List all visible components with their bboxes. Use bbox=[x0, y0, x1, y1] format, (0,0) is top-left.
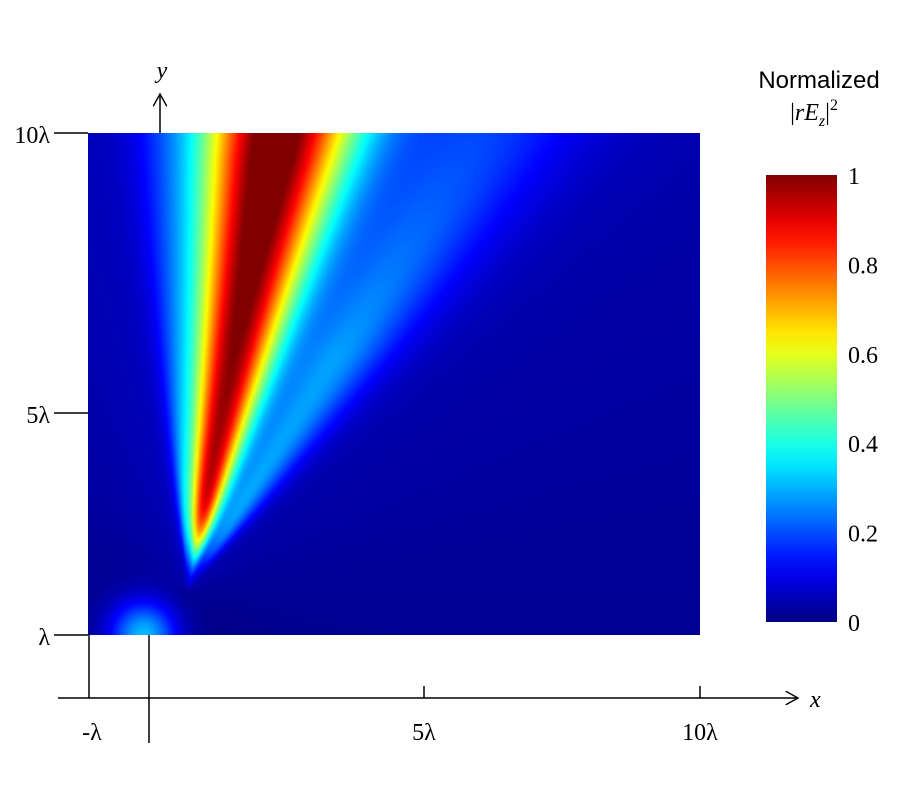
y-tick-label-5: 5λ bbox=[26, 403, 50, 429]
colorbar-subtitle-sub: z bbox=[818, 113, 826, 130]
colorbar-tick-label: 0.6 bbox=[848, 343, 878, 369]
x-tick-label-5: 5λ bbox=[412, 720, 436, 746]
y-tick-label-10: 10λ bbox=[14, 123, 50, 149]
y-tick-label-1: λ bbox=[38, 625, 50, 651]
axes: 10λ 5λ λ -λ 5λ 10λ x y bbox=[14, 58, 821, 746]
heatmap bbox=[88, 133, 700, 635]
x-tick-label-10: 10λ bbox=[682, 720, 718, 746]
colorbar-tick-label: 0.8 bbox=[848, 253, 878, 279]
x-axis-label: x bbox=[809, 687, 821, 713]
x-tick-label-neg1: -λ bbox=[82, 720, 102, 746]
y-axis-label: y bbox=[155, 58, 168, 84]
colorbar-title: Normalized bbox=[758, 67, 879, 94]
colorbar-subtitle: |rEz|2 bbox=[790, 97, 838, 130]
colorbar-tick-label: 1 bbox=[848, 164, 860, 190]
colorbar-subtitle-sup: 2 bbox=[830, 97, 838, 114]
colorbar-ticks: 1 0.8 0.6 0.4 0.2 0 bbox=[848, 164, 878, 637]
colorbar-subtitle-bar-right: | bbox=[825, 100, 830, 126]
colorbar-subtitle-bar-left: | bbox=[790, 100, 795, 126]
colorbar-tick-label: 0.4 bbox=[848, 432, 878, 458]
colorbar: Normalized |rEz|2 10.80.60.40.20 bbox=[758, 67, 879, 637]
plot-area bbox=[88, 133, 700, 635]
heatmap-canvas bbox=[88, 133, 700, 635]
colorbar-rect bbox=[766, 175, 837, 622]
colorbar-tick-label: 0 bbox=[848, 611, 860, 637]
colorbar-subtitle-r: r bbox=[795, 100, 805, 126]
colorbar-subtitle-e: E bbox=[803, 100, 819, 126]
colorbar-tick-label: 0.2 bbox=[848, 522, 878, 548]
